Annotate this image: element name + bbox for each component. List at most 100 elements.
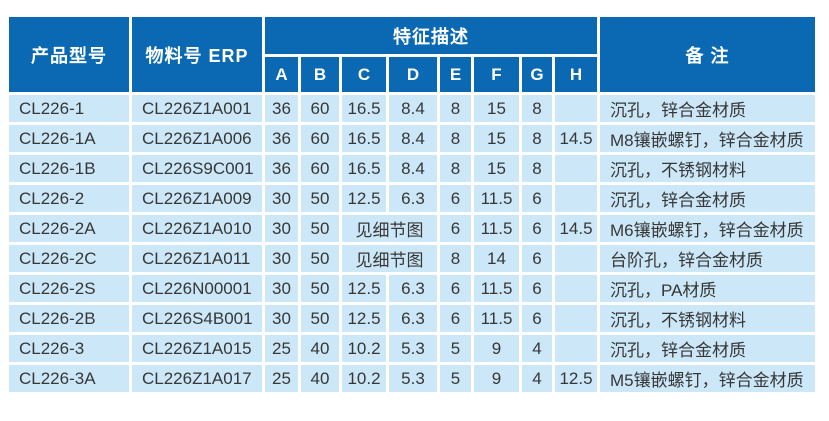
- erp-code-cell: CL226Z1A015: [132, 335, 262, 362]
- product-model-cell: CL226-2C: [9, 245, 129, 272]
- table-row: CL226-2B CL226S4B001 30 50 12.5 6.3 6 11.5 6 沉孔，不…: [9, 305, 815, 332]
- table-body: CL226-1 CL226Z1A001 36 60 16.5 8.4 8 15 8 沉孔，锌合金材…: [9, 95, 815, 392]
- feature-cell-f: 9: [474, 335, 519, 362]
- feature-cell-e: 8: [440, 125, 471, 152]
- product-model-cell: CL226-2S: [9, 275, 129, 302]
- remark-cell: 沉孔，锌合金材质: [600, 335, 815, 362]
- feature-cell-d: 6.3: [389, 275, 437, 302]
- erp-code-cell: CL226Z1A017: [132, 365, 262, 392]
- header-col-d: D: [389, 57, 437, 92]
- feature-cell-h: [555, 185, 597, 212]
- feature-cell-a: 36: [265, 125, 298, 152]
- header-row-features: A B C D E F G H: [9, 57, 815, 92]
- header-col-h: H: [555, 57, 597, 92]
- feature-cell-e: 6: [440, 215, 471, 242]
- table-row: CL226-1B CL226S9C001 36 60 16.5 8.4 8 15 8 沉孔，不锈钢…: [9, 155, 815, 182]
- feature-cell-cd-merged: 见细节图: [342, 245, 437, 272]
- feature-cell-d: 8.4: [389, 125, 437, 152]
- header-col-f: F: [474, 57, 519, 92]
- header-col-c: C: [342, 57, 386, 92]
- feature-cell-c: 12.5: [342, 275, 386, 302]
- feature-cell-f: 15: [474, 95, 519, 122]
- erp-code-cell: CL226Z1A009: [132, 185, 262, 212]
- feature-cell-b: 50: [301, 275, 339, 302]
- feature-cell-a: 25: [265, 335, 298, 362]
- feature-cell-c: 10.2: [342, 365, 386, 392]
- remark-cell: 台阶孔，锌合金材质: [600, 245, 815, 272]
- feature-cell-c: 16.5: [342, 125, 386, 152]
- feature-cell-b: 50: [301, 215, 339, 242]
- remark-cell: 沉孔，不锈钢材料: [600, 305, 815, 332]
- header-col-b: B: [301, 57, 339, 92]
- feature-cell-d: 5.3: [389, 335, 437, 362]
- remark-cell: M5镶嵌螺钉，锌合金材质: [600, 365, 815, 392]
- feature-cell-d: 6.3: [389, 185, 437, 212]
- feature-cell-h: [555, 95, 597, 122]
- remark-cell: 沉孔，不锈钢材料: [600, 155, 815, 182]
- product-model-cell: CL226-3A: [9, 365, 129, 392]
- erp-code-cell: CL226S4B001: [132, 305, 262, 332]
- product-model-cell: CL226-1: [9, 95, 129, 122]
- feature-cell-c: 12.5: [342, 185, 386, 212]
- feature-cell-a: 30: [265, 305, 298, 332]
- remark-cell: 沉孔，锌合金材质: [600, 95, 815, 122]
- feature-cell-h: [555, 335, 597, 362]
- feature-cell-h: [555, 245, 597, 272]
- feature-cell-e: 8: [440, 245, 471, 272]
- feature-cell-cd-merged: 见细节图: [342, 215, 437, 242]
- feature-cell-f: 15: [474, 125, 519, 152]
- feature-cell-g: 6: [522, 245, 552, 272]
- table-row: CL226-2C CL226Z1A011 30 50 见细节图 8 14 6 台阶孔，锌合金材质: [9, 245, 815, 272]
- table-row: CL226-3 CL226Z1A015 25 40 10.2 5.3 5 9 4 沉孔，锌合金材质: [9, 335, 815, 362]
- feature-cell-b: 60: [301, 155, 339, 182]
- feature-cell-e: 5: [440, 365, 471, 392]
- header-col-e: E: [440, 57, 471, 92]
- feature-cell-h: [555, 275, 597, 302]
- erp-code-cell: CL226Z1A001: [132, 95, 262, 122]
- feature-cell-d: 8.4: [389, 95, 437, 122]
- feature-cell-e: 5: [440, 335, 471, 362]
- header-remark: 备 注: [600, 17, 815, 92]
- table-row: CL226-2A CL226Z1A010 30 50 见细节图 6 11.5 6 14.5 M6镶…: [9, 215, 815, 242]
- product-spec-table: 产品型号 物料号 ERP 特征描述 备 注 A B C D E F G H CL…: [6, 14, 818, 395]
- product-model-cell: CL226-2B: [9, 305, 129, 332]
- header-col-g: G: [522, 57, 552, 92]
- feature-cell-b: 50: [301, 305, 339, 332]
- feature-cell-a: 36: [265, 95, 298, 122]
- feature-cell-g: 6: [522, 275, 552, 302]
- feature-cell-c: 16.5: [342, 155, 386, 182]
- feature-cell-b: 60: [301, 95, 339, 122]
- erp-code-cell: CL226S9C001: [132, 155, 262, 182]
- feature-cell-b: 40: [301, 365, 339, 392]
- table-row: CL226-1 CL226Z1A001 36 60 16.5 8.4 8 15 8 沉孔，锌合金材…: [9, 95, 815, 122]
- feature-cell-g: 8: [522, 155, 552, 182]
- feature-cell-g: 4: [522, 365, 552, 392]
- erp-code-cell: CL226N00001: [132, 275, 262, 302]
- feature-cell-g: 4: [522, 335, 552, 362]
- feature-cell-e: 8: [440, 155, 471, 182]
- feature-cell-f: 11.5: [474, 215, 519, 242]
- feature-cell-d: 5.3: [389, 365, 437, 392]
- feature-cell-f: 14: [474, 245, 519, 272]
- feature-cell-e: 6: [440, 185, 471, 212]
- erp-code-cell: CL226Z1A010: [132, 215, 262, 242]
- feature-cell-b: 40: [301, 335, 339, 362]
- feature-cell-c: 12.5: [342, 305, 386, 332]
- feature-cell-b: 50: [301, 245, 339, 272]
- feature-cell-a: 30: [265, 215, 298, 242]
- product-model-cell: CL226-1B: [9, 155, 129, 182]
- feature-cell-b: 60: [301, 125, 339, 152]
- feature-cell-c: 10.2: [342, 335, 386, 362]
- header-product-model: 产品型号: [9, 17, 129, 92]
- feature-cell-e: 8: [440, 95, 471, 122]
- erp-code-cell: CL226Z1A006: [132, 125, 262, 152]
- table-header: 产品型号 物料号 ERP 特征描述 备 注 A B C D E F G H: [9, 17, 815, 92]
- header-row-main: 产品型号 物料号 ERP 特征描述 备 注: [9, 17, 815, 92]
- feature-cell-h: 14.5: [555, 125, 597, 152]
- product-model-cell: CL226-3: [9, 335, 129, 362]
- feature-cell-f: 11.5: [474, 305, 519, 332]
- feature-cell-f: 9: [474, 365, 519, 392]
- erp-code-cell: CL226Z1A011: [132, 245, 262, 272]
- feature-cell-d: 8.4: [389, 155, 437, 182]
- header-erp-code: 物料号 ERP: [132, 17, 262, 92]
